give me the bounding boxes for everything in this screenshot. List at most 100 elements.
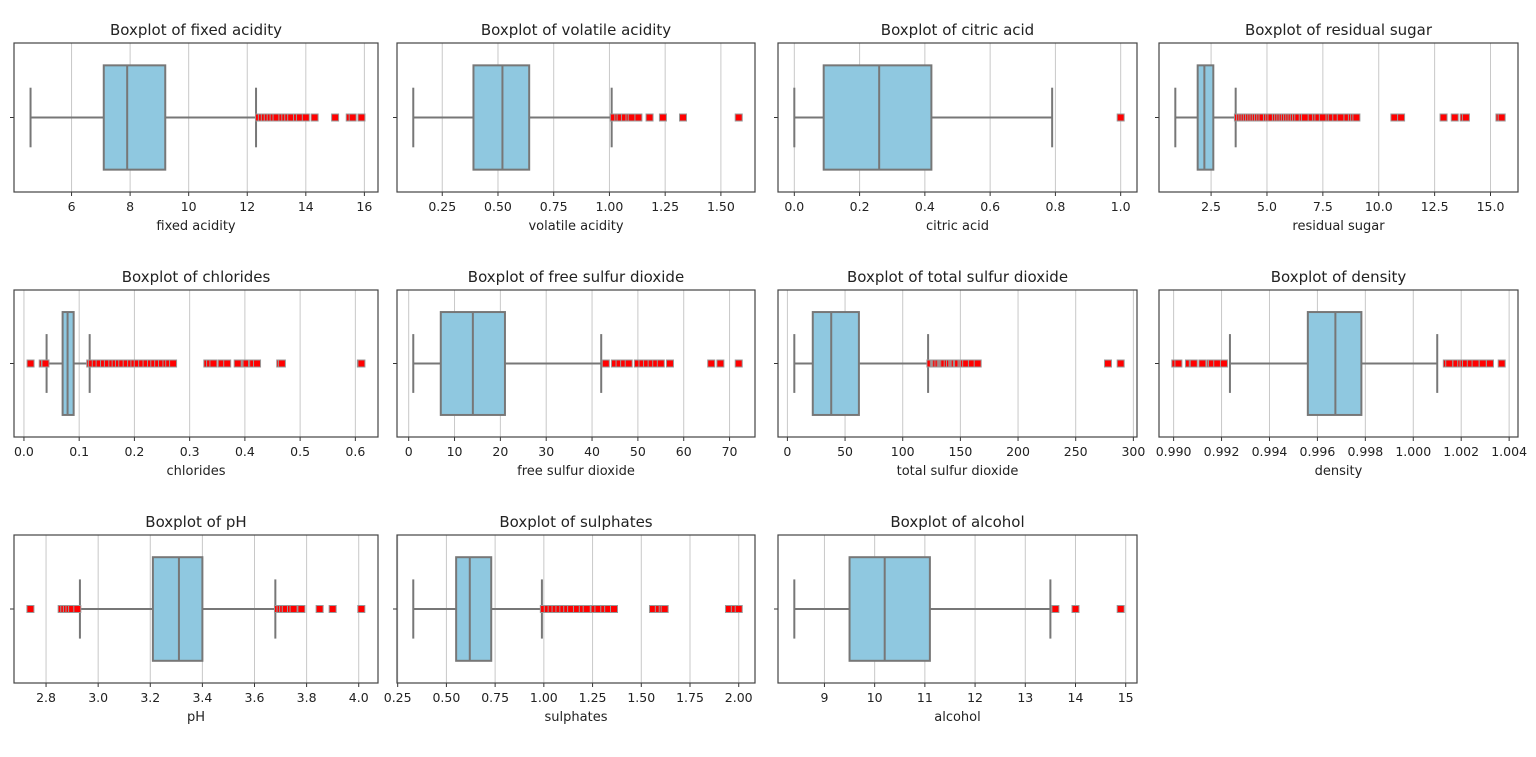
iqr-box	[151, 556, 204, 662]
iqr-box	[822, 64, 933, 171]
x-tick-label: 0.50	[432, 690, 460, 705]
outlier-point	[1497, 359, 1506, 368]
outlier-point	[645, 113, 654, 122]
x-tick-label: 3.2	[140, 690, 160, 705]
outlier-point	[357, 359, 366, 368]
outlier-point	[1116, 113, 1125, 122]
outlier-point	[301, 113, 310, 122]
outlier-point	[357, 605, 366, 613]
x-tick-label: 20	[492, 444, 508, 459]
outlier-point	[1103, 359, 1112, 368]
x-axis-label: fixed acidity	[156, 219, 236, 234]
x-tick-label: 10	[181, 199, 197, 214]
x-tick-label: 1.000	[1395, 444, 1431, 459]
x-tick-label: 0.5	[290, 444, 310, 459]
axes-frame	[1158, 42, 1519, 193]
x-tick-label: 0.2	[124, 444, 144, 459]
outlier-point	[1397, 113, 1406, 122]
x-tick-label: 2.8	[36, 690, 56, 705]
axes-frame	[777, 534, 1138, 684]
x-tick-label: 300	[1121, 444, 1145, 459]
boxplot-panel: Boxplot of fixed acidity 6 8 10 12 14 16 fixed …	[10, 21, 379, 234]
outlier-point	[315, 605, 324, 613]
outlier-point	[624, 359, 633, 368]
chart-title: Boxplot of total sulfur dioxide	[847, 268, 1068, 286]
x-axis-label: pH	[187, 710, 205, 725]
x-tick-label: 1.00	[530, 690, 558, 705]
outlier-point	[1336, 113, 1345, 122]
x-tick-label: 3.0	[88, 690, 108, 705]
x-tick-label: 4.0	[349, 690, 369, 705]
axes-frame	[777, 289, 1138, 438]
outlier-point	[734, 359, 743, 368]
x-tick-label: 0.4	[915, 199, 935, 214]
x-tick-label: 0.8	[1045, 199, 1065, 214]
axes-frame	[13, 534, 379, 684]
x-tick-label: 0.75	[540, 199, 568, 214]
outlier-point	[1051, 605, 1060, 613]
x-tick-label: 12.5	[1421, 199, 1449, 214]
outlier-point	[41, 359, 50, 368]
outlier-point	[73, 605, 82, 613]
outlier-point	[1497, 113, 1506, 122]
x-tick-label: 16	[356, 199, 372, 214]
outlier-point	[1116, 359, 1125, 368]
outlier-point	[331, 113, 340, 122]
x-tick-label: 0.6	[980, 199, 1000, 214]
x-tick-label: 12	[239, 199, 255, 214]
x-axis-label: citric acid	[926, 219, 989, 234]
x-tick-label: 3.6	[245, 690, 265, 705]
iqr-box	[848, 556, 931, 662]
x-tick-label: 15	[1118, 690, 1134, 705]
outlier-point	[26, 359, 35, 368]
x-tick-label: 1.50	[707, 199, 735, 214]
outlier-point	[634, 113, 643, 122]
iqr-box	[811, 311, 860, 416]
outlier-point	[610, 605, 619, 613]
outlier-point	[660, 605, 669, 613]
outlier-point	[707, 359, 716, 368]
outlier-point	[1471, 359, 1480, 368]
outlier-point	[297, 605, 306, 613]
outlier-point	[716, 359, 725, 368]
chart-title: Boxplot of free sulfur dioxide	[468, 268, 684, 286]
x-tick-label: 0.3	[180, 444, 200, 459]
outlier-point	[1174, 359, 1183, 368]
x-tick-label: 1.002	[1443, 444, 1479, 459]
x-tick-label: 14	[298, 199, 314, 214]
x-axis-label: volatile acidity	[528, 219, 623, 234]
outlier-point	[209, 359, 218, 368]
x-tick-label: 6	[68, 199, 76, 214]
boxplot-panel: Boxplot of total sulfur dioxide 0 50 100 150…	[774, 268, 1145, 479]
outlier-point	[1352, 113, 1361, 122]
outlier-point	[1450, 113, 1459, 122]
outlier-point	[277, 359, 286, 368]
x-tick-label: 0.25	[428, 199, 456, 214]
x-tick-label: 1.25	[579, 690, 607, 705]
x-tick-label: 1.00	[596, 199, 624, 214]
x-tick-label: 50	[837, 444, 853, 459]
outlier-point	[1478, 359, 1487, 368]
boxplot-panel: Boxplot of volatile acidity 0.25 0.50 0.75 1…	[393, 21, 756, 234]
x-tick-label: 0.0	[14, 444, 34, 459]
x-tick-label: 0.1	[69, 444, 89, 459]
outlier-point	[734, 113, 743, 122]
chart-title: Boxplot of chlorides	[122, 268, 271, 286]
x-tick-label: 2.00	[725, 690, 753, 705]
chart-title: Boxplot of fixed acidity	[110, 21, 282, 39]
outlier-point	[734, 605, 743, 613]
x-tick-label: 7.5	[1313, 199, 1333, 214]
boxplot-panel: Boxplot of free sulfur dioxide 0 10 20 30 40 5…	[393, 268, 756, 479]
x-tick-label: 10.0	[1365, 199, 1393, 214]
x-tick-label: 2.5	[1201, 199, 1221, 214]
outlier-point	[601, 359, 610, 368]
x-tick-label: 11	[917, 690, 933, 705]
x-tick-label: 1.004	[1491, 444, 1527, 459]
x-tick-label: 1.25	[651, 199, 679, 214]
outlier-point	[1461, 113, 1470, 122]
outlier-point	[1213, 359, 1222, 368]
outlier-point	[1439, 113, 1448, 122]
x-tick-label: 0.2	[850, 199, 870, 214]
x-axis-label: total sulfur dioxide	[897, 464, 1019, 479]
axes-frame	[13, 289, 379, 438]
